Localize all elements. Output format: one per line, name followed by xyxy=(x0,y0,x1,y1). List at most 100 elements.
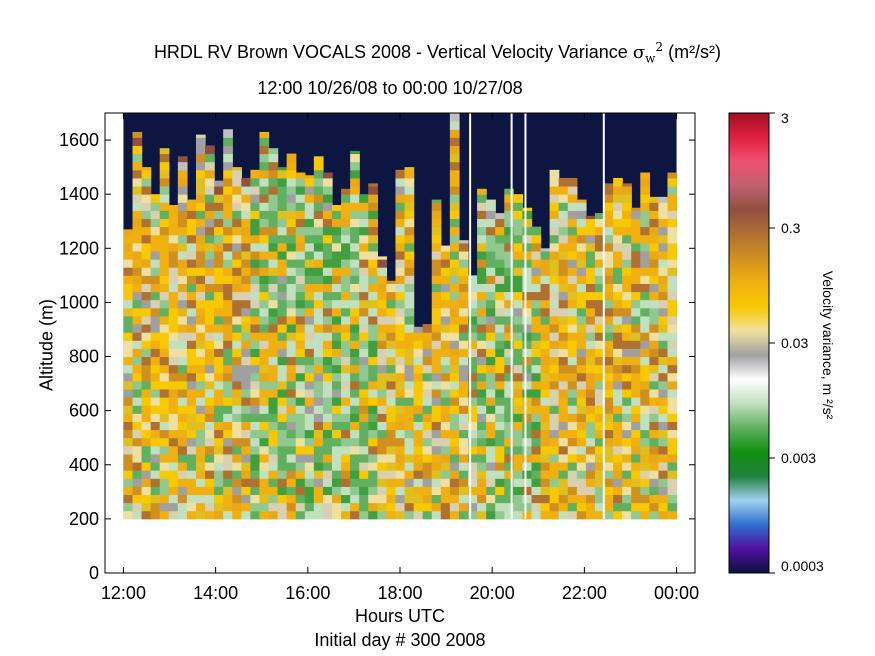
heatmap-cell xyxy=(449,494,460,504)
heatmap-cell xyxy=(486,340,496,349)
heatmap-cell xyxy=(449,194,460,203)
heatmap-cell xyxy=(223,210,233,220)
heatmap-cell xyxy=(549,429,560,439)
heatmap-cell xyxy=(186,405,197,414)
heatmap-cell xyxy=(567,478,578,487)
heatmap-cell xyxy=(286,299,297,309)
heatmap-cell xyxy=(422,405,433,414)
heatmap-cell xyxy=(540,248,551,252)
heatmap-cell xyxy=(395,259,406,268)
heatmap-cell xyxy=(658,421,669,431)
heatmap-cell xyxy=(268,348,279,358)
heatmap-cell xyxy=(195,437,206,447)
heatmap-cell xyxy=(250,315,261,325)
heatmap-cell xyxy=(141,486,152,496)
heatmap-cell xyxy=(341,234,351,244)
heatmap-cell xyxy=(214,324,224,333)
heatmap-cell xyxy=(477,421,487,431)
heatmap-cell xyxy=(631,372,641,382)
heatmap-cell xyxy=(295,275,306,284)
heatmap-cell xyxy=(649,242,660,252)
heatmap-cell xyxy=(304,364,315,374)
heatmap-cell xyxy=(368,494,378,504)
heatmap-cell xyxy=(449,348,460,358)
heatmap-cell xyxy=(431,380,442,390)
heatmap-cell xyxy=(295,502,306,512)
heatmap-cell xyxy=(667,437,678,447)
heatmap-cell xyxy=(150,453,161,463)
heatmap-cell xyxy=(658,226,669,236)
heatmap-cell xyxy=(558,291,569,301)
heatmap-cell xyxy=(504,486,514,496)
heatmap-cell xyxy=(150,462,161,471)
heatmap-cell xyxy=(141,218,152,228)
heatmap-cell xyxy=(413,340,424,349)
heatmap-cell xyxy=(495,380,505,390)
heatmap-cell xyxy=(259,421,270,431)
heatmap-cell xyxy=(359,478,369,487)
heatmap-cell xyxy=(404,194,415,203)
heatmap-cell xyxy=(232,307,242,317)
heatmap-cell xyxy=(286,429,297,439)
heatmap-cell xyxy=(594,324,605,333)
heatmap-cell xyxy=(295,299,306,309)
heatmap-cell xyxy=(132,453,143,463)
heatmap-cell xyxy=(531,445,542,455)
heatmap-cell xyxy=(513,502,524,512)
heatmap-cell xyxy=(513,494,524,504)
heatmap-cell xyxy=(594,226,605,236)
heatmap-cell xyxy=(413,326,424,333)
heatmap-cell xyxy=(159,153,170,163)
heatmap-cell xyxy=(631,299,641,309)
heatmap-cell xyxy=(440,251,451,260)
heatmap-cell xyxy=(486,486,496,496)
heatmap-cell xyxy=(322,234,333,244)
heatmap-cell xyxy=(440,315,451,325)
heatmap-cell xyxy=(232,470,242,479)
heatmap-cell xyxy=(440,348,451,358)
heatmap-cell xyxy=(440,437,451,447)
heatmap-cell xyxy=(640,218,651,228)
heatmap-cell xyxy=(449,356,460,366)
heatmap-cell xyxy=(250,364,261,374)
heatmap-cell xyxy=(440,283,451,293)
heatmap-cell xyxy=(640,315,651,325)
heatmap-cell xyxy=(368,340,378,349)
heatmap-cell xyxy=(649,218,660,228)
heatmap-cell xyxy=(567,421,578,431)
heatmap-cell xyxy=(404,462,415,471)
heatmap-cell xyxy=(205,478,215,487)
heatmap-cell xyxy=(350,348,360,358)
heatmap-cell xyxy=(649,453,660,463)
heatmap-cell xyxy=(658,470,669,479)
heatmap-cell xyxy=(241,364,252,374)
heatmap-cell xyxy=(359,307,369,317)
heatmap-cell xyxy=(377,283,388,293)
heatmap-cell xyxy=(286,259,297,268)
heatmap-cell xyxy=(477,364,487,374)
heatmap-cell xyxy=(205,486,215,496)
heatmap-cell xyxy=(495,453,505,463)
heatmap-cell xyxy=(613,234,623,244)
heatmap-cell xyxy=(277,437,288,447)
heatmap-cell xyxy=(304,332,315,341)
heatmap-cell xyxy=(341,356,351,366)
heatmap-cell xyxy=(368,348,378,358)
heatmap-cell xyxy=(304,429,315,439)
heatmap-cell xyxy=(132,380,143,390)
heatmap-cell xyxy=(649,429,660,439)
heatmap-cell xyxy=(177,202,188,211)
heatmap-cell xyxy=(522,380,533,390)
heatmap-cell xyxy=(168,389,179,398)
heatmap-cell xyxy=(440,307,451,317)
heatmap-cell xyxy=(132,153,143,163)
heatmap-cell xyxy=(567,397,578,406)
heatmap-cell xyxy=(313,332,324,341)
heatmap-cell xyxy=(295,348,306,358)
heatmap-cell xyxy=(177,267,188,276)
heatmap-cell xyxy=(622,259,632,268)
heatmap-cell xyxy=(350,283,360,293)
heatmap-cell xyxy=(613,177,623,187)
heatmap-cell xyxy=(477,389,487,398)
heatmap-cell xyxy=(631,445,641,455)
